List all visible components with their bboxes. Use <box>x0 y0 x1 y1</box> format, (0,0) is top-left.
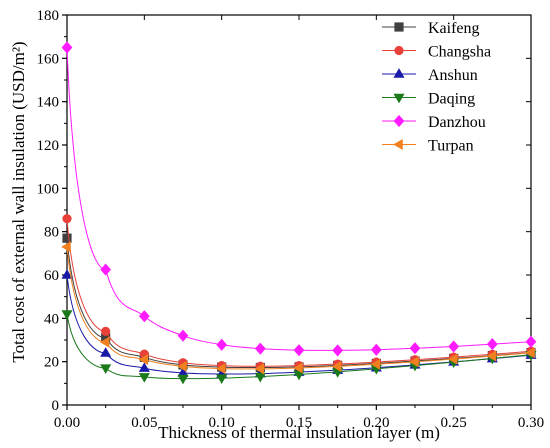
series-line-anshun <box>66 274 532 375</box>
data-point-daqing <box>138 373 150 383</box>
y-tick-label: 120 <box>37 138 60 154</box>
legend-marker-changsha <box>394 45 404 56</box>
data-point-daqing <box>61 310 73 320</box>
legend-marker-turpan <box>393 138 403 151</box>
y-tick-label: 100 <box>37 181 60 197</box>
legend-marker-kaifeng <box>394 22 404 32</box>
data-point-daqing <box>100 364 112 375</box>
data-point-danzhou <box>216 338 228 351</box>
data-point-danzhou <box>332 344 344 357</box>
data-point-turpan <box>447 353 458 365</box>
data-point-danzhou <box>177 329 189 342</box>
data-point-turpan <box>99 336 110 348</box>
y-tick-label: 20 <box>44 355 59 371</box>
data-point-turpan <box>409 356 419 368</box>
data-point-danzhou <box>448 340 460 353</box>
y-tick-label: 0 <box>52 398 60 414</box>
legend-label-danzhou: Danzhou <box>428 114 486 131</box>
y-tick-label: 140 <box>37 95 60 111</box>
x-tick-label: 0.25 <box>441 415 467 431</box>
data-point-turpan <box>61 241 71 253</box>
x-tick-label: 0.10 <box>209 415 235 431</box>
data-point-turpan <box>293 362 303 374</box>
data-point-turpan <box>486 350 497 362</box>
x-tick-label: 0.20 <box>363 415 389 431</box>
data-point-changsha <box>101 326 111 336</box>
legend-item-anshun: Anshun <box>382 67 478 84</box>
x-tick-label: 0.05 <box>131 415 157 431</box>
x-tick-label: 0.15 <box>286 415 312 431</box>
legend-label-turpan: Turpan <box>428 138 474 155</box>
y-axis-title: Total cost of external wall insulation (… <box>9 41 28 362</box>
legend: Kaifeng Changsha Anshun Daqing Danzhou Turpan <box>382 20 491 155</box>
data-point-turpan <box>525 347 535 359</box>
series-turpan <box>61 241 535 375</box>
data-point-turpan <box>254 363 265 375</box>
data-point-kaifeng <box>62 233 72 243</box>
data-point-daqing <box>254 372 266 383</box>
data-point-danzhou <box>100 263 112 276</box>
series-layer <box>61 41 537 385</box>
legend-marker-daqing <box>393 93 405 104</box>
x-tick-label: 0.00 <box>54 415 80 431</box>
data-point-turpan <box>331 360 342 372</box>
y-tick-label: 80 <box>44 225 59 241</box>
legend-marker-danzhou <box>393 114 405 128</box>
data-point-danzhou <box>409 342 421 355</box>
x-tick-label: 0.30 <box>518 415 544 431</box>
y-tick-label: 160 <box>37 51 60 67</box>
data-point-daqing <box>177 374 189 385</box>
legend-marker-anshun <box>393 68 405 78</box>
y-tick-label: 60 <box>44 268 59 284</box>
legend-label-kaifeng: Kaifeng <box>428 20 480 37</box>
series-danzhou <box>61 41 537 357</box>
data-point-danzhou <box>486 338 498 351</box>
legend-item-kaifeng: Kaifeng <box>382 20 480 37</box>
data-point-anshun <box>61 269 73 279</box>
legend-item-danzhou: Danzhou <box>382 114 486 131</box>
data-point-danzhou <box>293 344 305 357</box>
y-tick-label: 40 <box>44 311 59 327</box>
data-point-anshun <box>138 362 150 372</box>
data-point-danzhou <box>525 335 537 348</box>
data-point-danzhou <box>254 342 266 355</box>
legend-label-daqing: Daqing <box>428 91 475 108</box>
data-point-daqing <box>216 374 228 384</box>
legend-item-turpan: Turpan <box>382 138 474 155</box>
axes: 0.00 0.05 0.10 0.15 0.20 0.25 0.30 0 20 40 60 80 100… <box>37 8 545 431</box>
data-point-anshun <box>100 347 112 357</box>
series-line-changsha <box>66 218 532 367</box>
data-point-changsha <box>62 214 72 224</box>
data-point-turpan <box>177 360 187 372</box>
data-point-danzhou <box>370 343 382 356</box>
data-point-turpan <box>138 353 149 366</box>
data-point-turpan <box>215 363 226 375</box>
data-point-danzhou <box>138 310 150 323</box>
y-tick-label: 180 <box>37 8 60 24</box>
data-point-danzhou <box>61 41 73 54</box>
x-axis-title: Thickness of thermal insulation layer (m… <box>158 423 440 442</box>
data-point-turpan <box>370 358 381 370</box>
legend-label-changsha: Changsha <box>428 44 491 61</box>
legend-label-anshun: Anshun <box>428 67 478 84</box>
legend-item-daqing: Daqing <box>382 91 475 108</box>
legend-item-changsha: Changsha <box>382 44 491 61</box>
